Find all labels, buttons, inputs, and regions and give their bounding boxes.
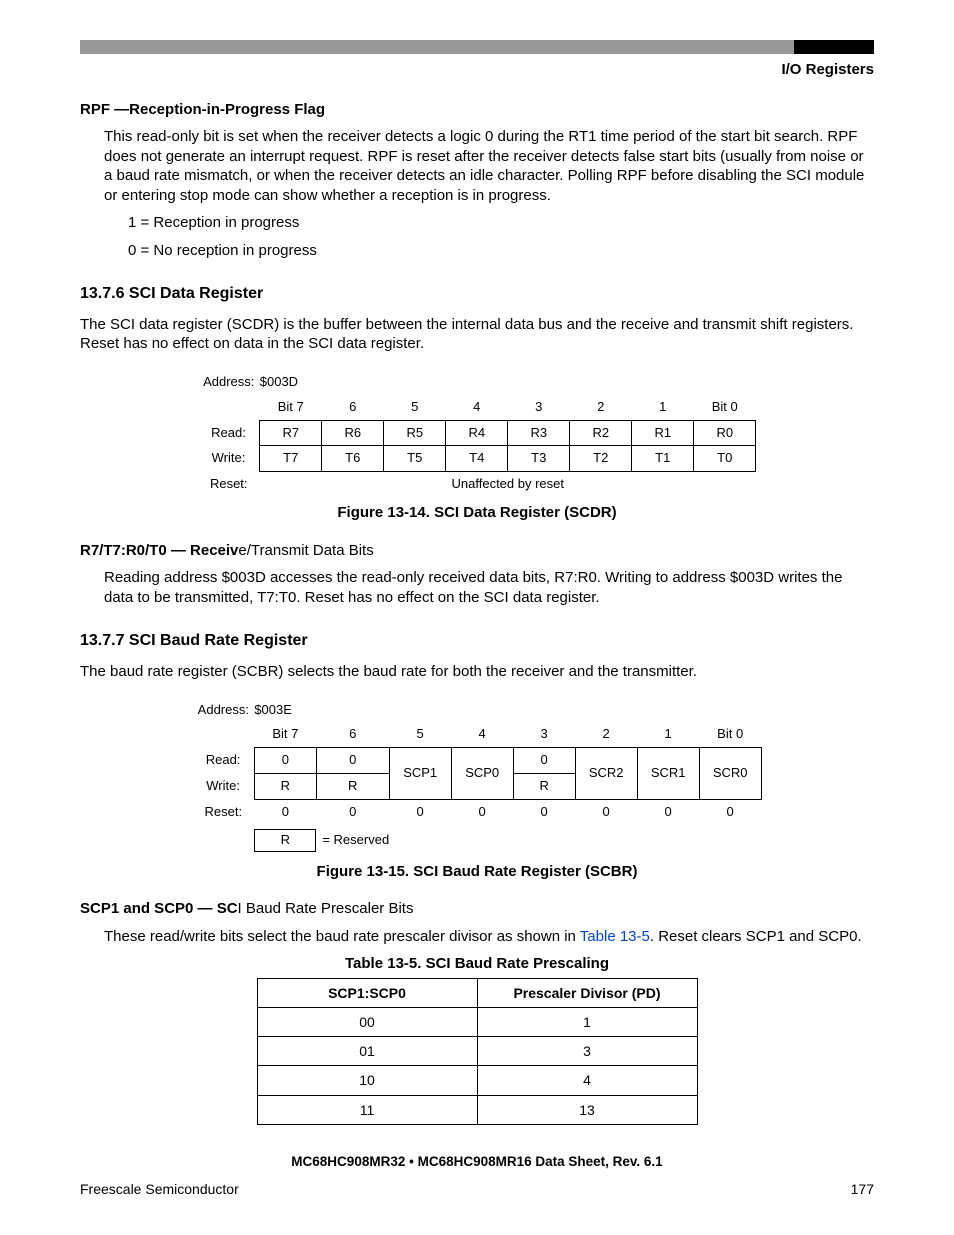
footer-page-number: 177 [851, 1180, 874, 1198]
rpf-opt1: 1 = Reception in progress [128, 213, 874, 233]
scbr-register-figure: Address: $003E Bit 7 6 5 4 3 2 1 Bit 0 R… [80, 698, 874, 856]
scbr-caption: Figure 13-15. SCI Baud Rate Register (SC… [80, 862, 874, 882]
table-13-5-link[interactable]: Table 13-5 [580, 928, 650, 945]
scbr-intro: The baud rate register (SCBR) selects th… [80, 662, 874, 682]
footer-doc-line: MC68HC908MR32 • MC68HC908MR16 Data Sheet… [80, 1153, 874, 1171]
section-heading-scbr: 13.7.7 SCI Baud Rate Register [80, 631, 874, 652]
rpf-title: RPF —Reception-in-Progress Flag [80, 100, 874, 120]
scdr-bits-body: Reading address $003D accesses the read-… [104, 568, 874, 607]
scdr-bits-title: R7/T7:R0/T0 — Receive/Transmit Data Bits [80, 541, 874, 561]
rpf-opt0: 0 = No reception in progress [128, 241, 874, 261]
header-ornament [80, 40, 874, 54]
header-section-label: I/O Registers [80, 60, 874, 80]
scp-body: These read/write bits select the baud ra… [104, 927, 874, 947]
rpf-body: This read-only bit is set when the recei… [104, 127, 874, 205]
section-heading-scdr: 13.7.6 SCI Data Register [80, 284, 874, 305]
scdr-register-figure: Address: $003D Bit 7 6 5 4 3 2 1 Bit 0 R… [80, 370, 874, 497]
table-13-5-title: Table 13-5. SCI Baud Rate Prescaling [80, 954, 874, 974]
scdr-caption: Figure 13-14. SCI Data Register (SCDR) [80, 503, 874, 523]
prescaling-table: SCP1:SCP0 Prescaler Divisor (PD) 001 013… [257, 978, 698, 1125]
footer-left: Freescale Semiconductor [80, 1180, 239, 1198]
scp-title: SCP1 and SCP0 — SCI Baud Rate Prescaler … [80, 899, 874, 919]
scdr-intro: The SCI data register (SCDR) is the buff… [80, 315, 874, 354]
